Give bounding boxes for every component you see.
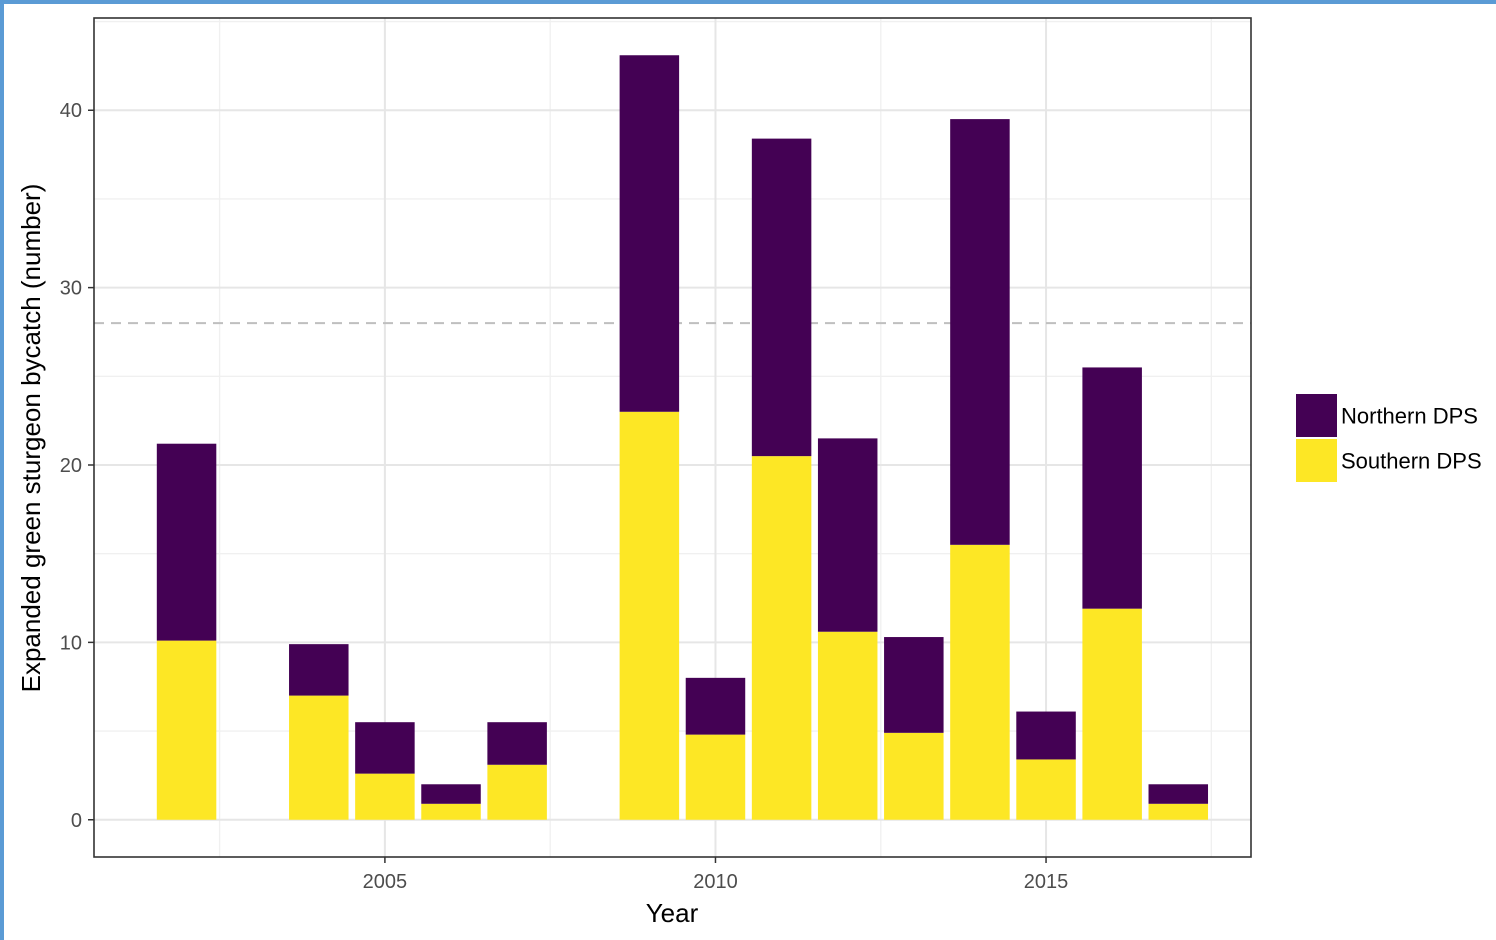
bar-northern-dps-2017 [1148, 784, 1209, 804]
legend: Northern DPS Southern DPS [1296, 394, 1482, 482]
bar-northern-dps-2012 [817, 438, 878, 632]
bar-northern-dps-2004 [289, 644, 349, 696]
bar-southern-dps-2010 [685, 734, 746, 820]
bar-southern-dps-2013 [884, 732, 944, 820]
legend-label: Northern DPS [1341, 404, 1478, 429]
bar-northern-dps-2015 [1016, 711, 1076, 760]
y-axis-title: Expanded green sturgeon bycatch (number) [16, 184, 46, 693]
bar-southern-dps-2015 [1016, 759, 1076, 820]
x-axis-ticks: 2005 2010 2015 [363, 857, 1069, 893]
y-tick-label: 20 [60, 455, 82, 477]
x-tick-label: 2010 [693, 871, 738, 893]
legend-label: Southern DPS [1341, 449, 1482, 474]
bar-northern-dps-2014 [950, 119, 1010, 545]
bar-southern-dps-2012 [817, 631, 878, 820]
bar-southern-dps-2016 [1082, 608, 1142, 820]
bar-northern-dps-2006 [421, 784, 481, 804]
y-tick-label: 30 [60, 278, 82, 300]
bar-northern-dps-2007 [487, 722, 547, 765]
bar-northern-dps-2011 [751, 138, 812, 457]
legend-key [1296, 439, 1337, 482]
bar-northern-dps-2013 [884, 637, 944, 733]
bars [156, 55, 1209, 820]
y-axis-ticks: 0 10 20 30 40 [60, 100, 94, 832]
bar-southern-dps-2009 [619, 411, 680, 820]
plot-border [93, 17, 1252, 858]
bar-northern-dps-2002 [156, 443, 217, 641]
bycatch-chart: 2005 2010 2015 0 10 20 30 40 Year Expanded gre… [16, 17, 1482, 928]
bar-northern-dps-2009 [619, 55, 680, 412]
bar-northern-dps-2010 [685, 677, 746, 735]
legend-key [1296, 394, 1337, 437]
y-tick-label: 10 [60, 632, 82, 654]
x-tick-label: 2015 [1024, 871, 1069, 893]
bar-northern-dps-2016 [1082, 367, 1142, 609]
bar-southern-dps-2006 [421, 803, 481, 820]
x-tick-label: 2005 [363, 871, 408, 893]
bar-southern-dps-2005 [355, 773, 415, 820]
bar-southern-dps-2017 [1148, 803, 1209, 820]
bar-northern-dps-2005 [355, 722, 415, 774]
x-axis-title: Year [646, 898, 699, 928]
bar-southern-dps-2002 [156, 640, 217, 820]
y-tick-label: 40 [60, 100, 82, 122]
bar-southern-dps-2007 [487, 764, 547, 820]
bar-southern-dps-2014 [950, 544, 1010, 820]
bar-southern-dps-2011 [751, 456, 812, 820]
bar-southern-dps-2004 [289, 695, 349, 820]
y-tick-label: 0 [71, 810, 82, 832]
